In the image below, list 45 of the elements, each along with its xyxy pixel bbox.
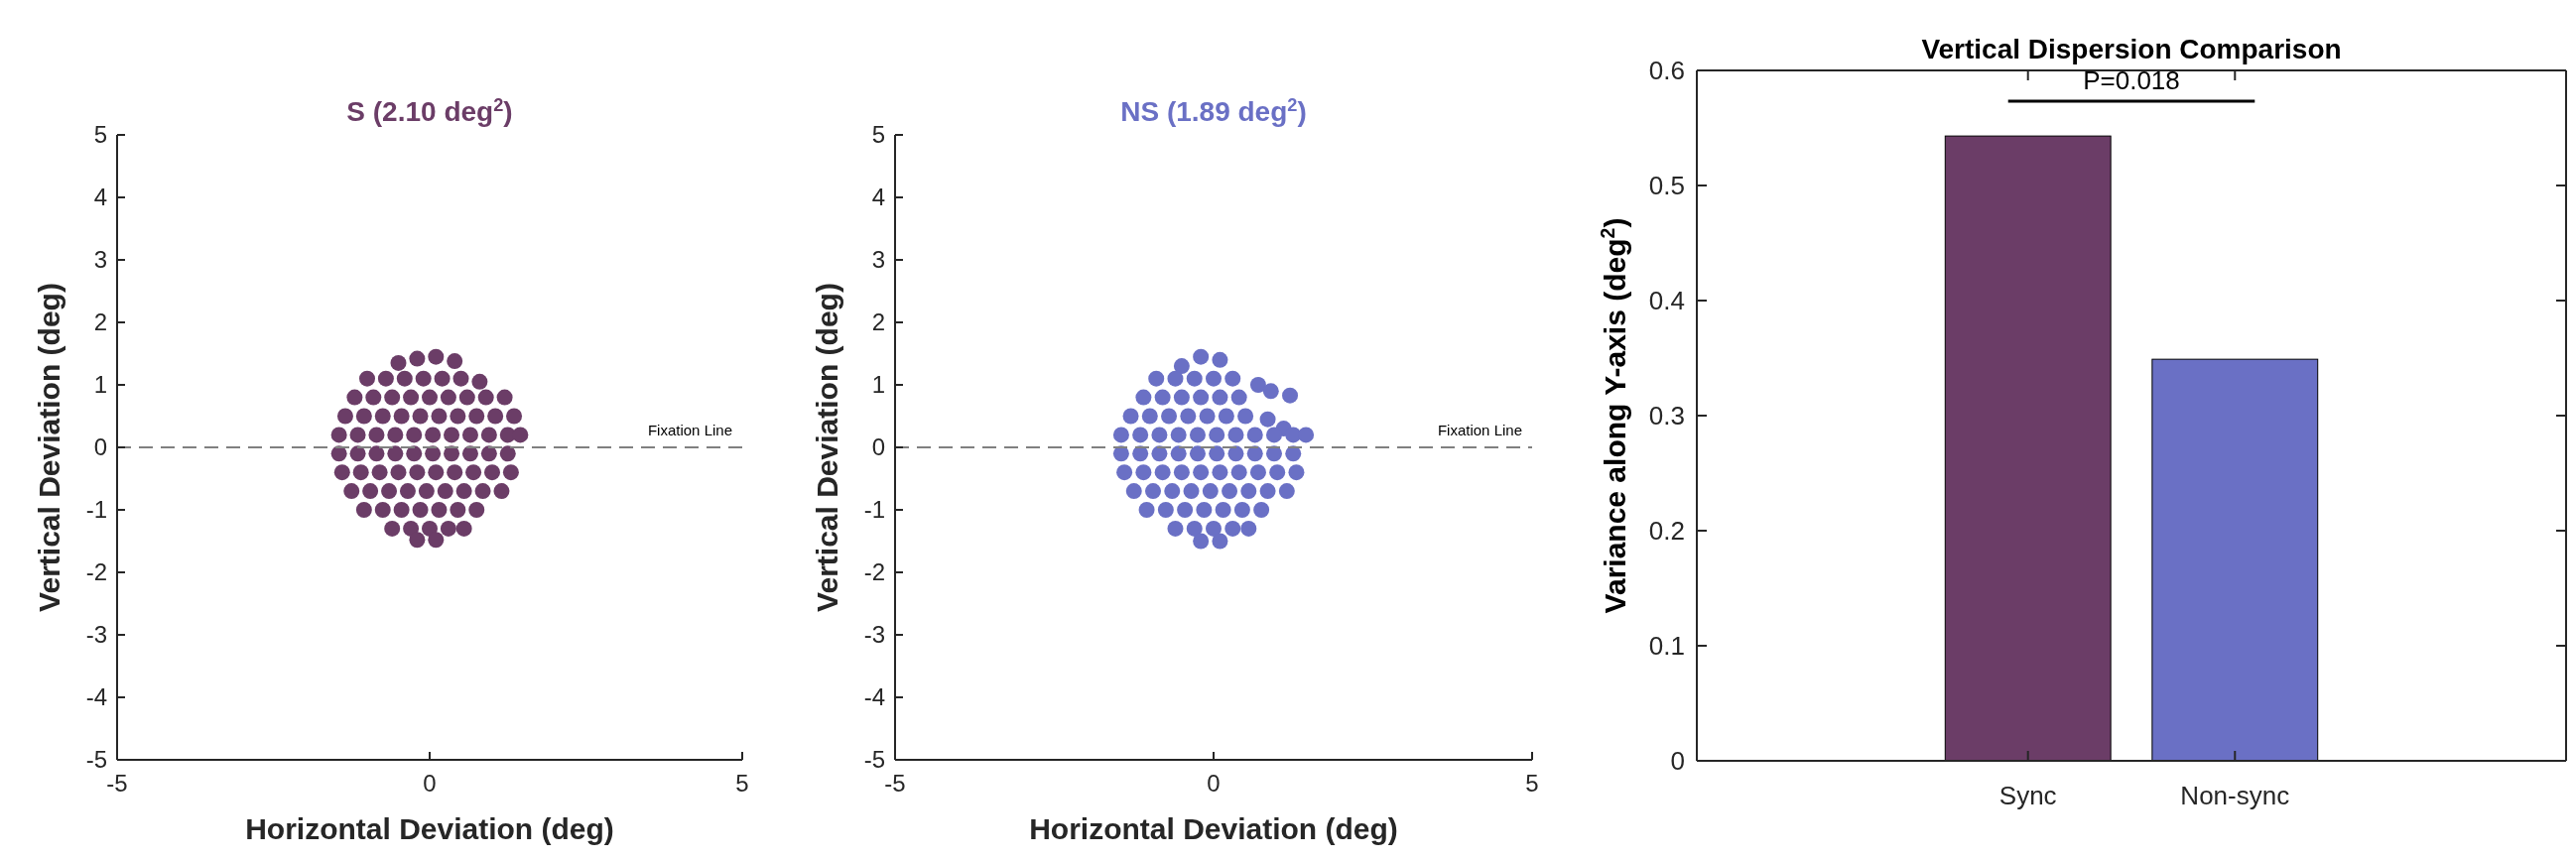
y-tick-label: -4 [863,683,885,710]
x-tick-label: Non-sync [2180,781,2290,810]
x-tick-label: 0 [423,770,437,797]
y-tick-label: -1 [863,496,885,523]
y-tick-label: 0.6 [1648,56,1685,85]
y-tick-label: 0.1 [1648,631,1685,661]
y-tick-label: 0 [1670,746,1685,776]
chart-title: Vertical Dispersion Comparison [1921,34,2342,64]
y-tick-label: 0 [871,433,885,460]
y-tick-label: 5 [871,121,885,148]
y-axis-title: Vertical Deviation (deg) [33,283,65,612]
x-tick-label: 5 [1525,770,1539,797]
y-tick-label: 4 [871,184,885,210]
y-tick-label: 5 [93,121,107,148]
y-tick-label: -3 [85,621,107,648]
y-tick-label: 0.4 [1648,286,1685,315]
y-tick-label: 1 [93,371,107,398]
x-tick-label: Sync [1998,781,2057,810]
y-tick-label: 0.2 [1648,516,1685,546]
y-tick-label: -2 [85,558,107,585]
y-tick-label: -4 [85,683,107,710]
y-tick-label: -5 [85,746,107,773]
ref-line-label: Fixation Line [1437,422,1522,438]
x-axis-title: Horizontal Deviation (deg) [245,812,614,845]
y-tick-label: 1 [871,371,885,398]
annotation: P=0.018 [2083,65,2180,96]
y-tick-label: 4 [93,184,107,210]
x-tick-label: 5 [735,770,749,797]
y-axis-title: Vertical Deviation (deg) [811,283,843,612]
y-tick-label: 2 [871,308,885,335]
ref-line-label: Fixation Line [647,422,732,438]
x-tick-label: 0 [1207,770,1221,797]
y-tick-label: 3 [93,246,107,273]
y-tick-label: -5 [863,746,885,773]
y-tick-label: -1 [85,496,107,523]
y-tick-label: -3 [863,621,885,648]
chart-title: S (2.10 deg$^{2}$) [346,95,513,127]
y-tick-label: 0.3 [1648,401,1685,430]
x-axis-title: Horizontal Deviation (deg) [1029,812,1398,845]
y-tick-label: 0 [93,433,107,460]
y-tick-label: -2 [863,558,885,585]
chart-title: NS (1.89 deg$^{2}$) [1120,95,1307,127]
y-tick-label: 2 [93,308,107,335]
y-tick-label: 3 [871,246,885,273]
y-tick-label: 0.5 [1648,171,1685,200]
